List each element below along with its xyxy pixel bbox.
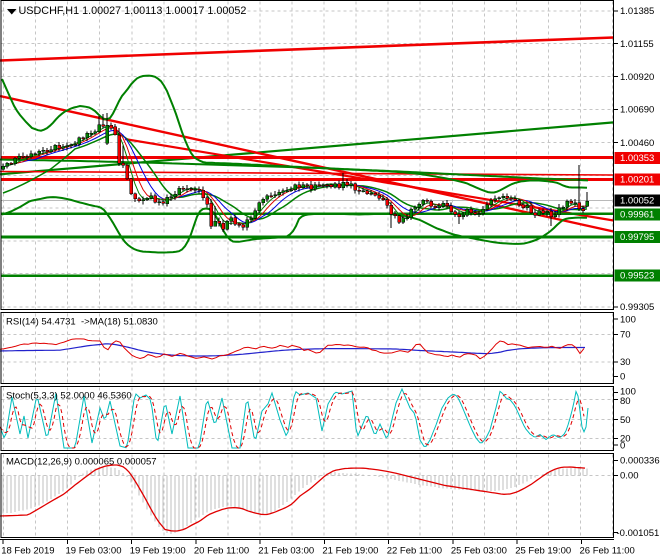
svg-text:30: 30 bbox=[620, 357, 631, 368]
svg-text:0.99795: 0.99795 bbox=[620, 232, 654, 243]
svg-text:0.99523: 0.99523 bbox=[620, 271, 654, 282]
svg-text:50: 50 bbox=[620, 415, 631, 426]
svg-text:20: 20 bbox=[620, 434, 631, 445]
svg-text:RSI(14) 54.4731 ->MA(18) 51.0: RSI(14) 54.4731 ->MA(18) 51.0830 bbox=[6, 317, 158, 328]
svg-text:1.00353: 1.00353 bbox=[620, 153, 654, 164]
svg-text:1.00460: 1.00460 bbox=[620, 138, 654, 149]
svg-text:18 Feb 2019: 18 Feb 2019 bbox=[1, 546, 54, 557]
svg-text:80: 80 bbox=[620, 396, 631, 407]
svg-text:26 Feb 11:00: 26 Feb 11:00 bbox=[580, 546, 635, 557]
svg-text:1.00690: 1.00690 bbox=[620, 105, 654, 116]
svg-text:21 Feb 03:00: 21 Feb 03:00 bbox=[258, 546, 314, 557]
svg-text:0.00: 0.00 bbox=[620, 471, 639, 482]
svg-text:MACD(12,26,9) 0.000065 0.00005: MACD(12,26,9) 0.000065 0.000057 bbox=[6, 457, 157, 468]
svg-text:100: 100 bbox=[620, 314, 636, 325]
svg-text:20 Feb 11:00: 20 Feb 11:00 bbox=[194, 546, 249, 557]
svg-text:USDCHF,H1 1.00027 1.00113 1.00: USDCHF,H1 1.00027 1.00113 1.00017 1.0005… bbox=[19, 5, 247, 17]
svg-text:100: 100 bbox=[620, 387, 636, 398]
svg-text:1.01385: 1.01385 bbox=[620, 6, 654, 17]
svg-text:1.00920: 1.00920 bbox=[620, 72, 654, 83]
svg-text:0.99305: 0.99305 bbox=[620, 302, 654, 313]
svg-text:25 Feb 19:00: 25 Feb 19:00 bbox=[515, 546, 571, 557]
svg-text:-0.001051: -0.001051 bbox=[617, 528, 660, 539]
svg-text:25 Feb 03:00: 25 Feb 03:00 bbox=[451, 546, 507, 557]
svg-text:Stoch(5,3,3) 52.0000 46.5360: Stoch(5,3,3) 52.0000 46.5360 bbox=[6, 391, 132, 402]
svg-text:1.00052: 1.00052 bbox=[620, 196, 654, 207]
svg-text:0: 0 bbox=[620, 372, 625, 383]
svg-text:21 Feb 19:00: 21 Feb 19:00 bbox=[322, 546, 378, 557]
svg-text:0.000336: 0.000336 bbox=[620, 456, 660, 467]
svg-text:22 Feb 11:00: 22 Feb 11:00 bbox=[387, 546, 442, 557]
svg-text:1.00201: 1.00201 bbox=[620, 175, 654, 186]
svg-text:0: 0 bbox=[620, 441, 625, 452]
svg-text:19 Feb 19:00: 19 Feb 19:00 bbox=[130, 546, 186, 557]
svg-text:19 Feb 03:00: 19 Feb 03:00 bbox=[66, 546, 122, 557]
svg-text:70: 70 bbox=[620, 330, 631, 341]
svg-text:1.01155: 1.01155 bbox=[620, 39, 654, 50]
svg-text:0.99961: 0.99961 bbox=[620, 210, 654, 221]
